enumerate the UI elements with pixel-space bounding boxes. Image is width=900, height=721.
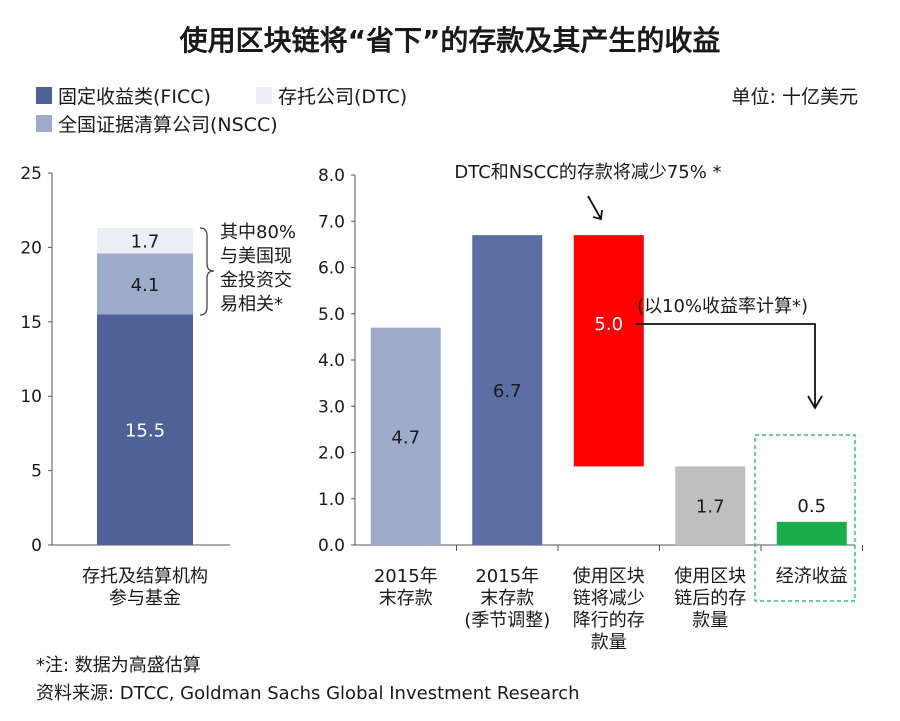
category-label: 使用区块 — [674, 566, 746, 587]
legend-label-dtc: 存托公司(DTC) — [278, 86, 407, 108]
bar-segment — [97, 228, 193, 254]
bar-segment — [97, 314, 193, 545]
data-label: 6.7 — [493, 381, 522, 402]
category-label: 链将减少 — [573, 588, 645, 609]
bar — [776, 521, 847, 545]
annotation-line-3: 金投资交 — [220, 270, 292, 291]
annotation-line-2: 与美国现 — [220, 246, 292, 267]
data-label: 4.7 — [391, 427, 420, 448]
y-tick-label: 5.0 — [318, 305, 345, 325]
legend-label-nscc: 全国证据清算公司(NSCC) — [58, 114, 278, 136]
category-label: 2015年 — [475, 566, 539, 587]
highlight-box — [754, 434, 856, 602]
category-label: 2015年 — [374, 566, 438, 587]
elbow-arrow-icon — [636, 323, 823, 410]
y-tick-label: 7.0 — [318, 212, 345, 232]
y-tick-label: 4.0 — [318, 351, 345, 371]
category-label: 款量 — [591, 632, 627, 653]
legend-swatch-ficc — [36, 87, 52, 104]
data-label: 15.5 — [125, 421, 165, 442]
category-label: 存托及结算机构 — [82, 566, 208, 587]
y-tick-label: 0.0 — [318, 536, 345, 556]
annotation-line-4: 易相关* — [220, 294, 283, 315]
y-tick-label: 3.0 — [318, 397, 345, 417]
reduction-annotation: DTC和NSCC的存款将减少75% * — [454, 162, 721, 183]
y-tick-label: 25 — [20, 164, 42, 184]
category-label: 链后的存 — [674, 588, 746, 609]
category-label: 使用区块 — [573, 566, 645, 587]
category-label: (季节调整) — [464, 610, 550, 631]
data-label: 1.7 — [696, 497, 725, 518]
y-tick-label: 1.0 — [318, 490, 345, 510]
bar — [675, 466, 746, 545]
bar — [573, 235, 644, 467]
right-chart: 0.01.02.03.04.05.06.07.08.04.72015年末存款6.… — [318, 166, 863, 653]
rate-annotation: (以10%收益率计算*) — [637, 296, 808, 317]
chart-title: 使用区块链将“省下”的存款及其产生的收益 — [179, 24, 721, 57]
category-label: 款量 — [692, 610, 728, 631]
data-label: 1.7 — [131, 232, 160, 253]
category-label: 末存款 — [480, 588, 534, 609]
legend-swatch-dtc — [256, 87, 272, 104]
y-tick-label: 2.0 — [318, 444, 345, 464]
y-tick-label: 6.0 — [318, 259, 345, 279]
source-note: 资料来源: DTCC, Goldman Sachs Global Investm… — [36, 683, 580, 704]
category-label: 经济收益 — [776, 566, 848, 587]
data-label: 4.1 — [131, 275, 160, 296]
bar — [370, 327, 441, 545]
bar-segment — [97, 253, 193, 315]
footnote: *注: 数据为高盛估算 — [36, 655, 201, 676]
category-label: 降行的存 — [573, 610, 645, 631]
y-tick-label: 15 — [20, 313, 42, 333]
annotation-line-1: 其中80% — [220, 222, 296, 243]
data-label: 5.0 — [594, 314, 623, 335]
category-label: 参与基金 — [109, 588, 181, 609]
y-tick-label: 8.0 — [318, 166, 345, 186]
y-tick-label: 0 — [31, 536, 42, 556]
data-label: 0.5 — [797, 496, 826, 517]
legend-label-ficc: 固定收益类(FICC) — [58, 86, 211, 108]
bar — [472, 235, 543, 545]
legend-swatch-nscc — [36, 115, 52, 132]
bracket — [199, 227, 215, 316]
y-tick-label: 10 — [20, 387, 42, 407]
unit-label: 单位: 十亿美元 — [732, 86, 858, 108]
y-tick-label: 20 — [20, 238, 42, 258]
category-label: 末存款 — [379, 588, 433, 609]
diagonal-arrow-icon — [587, 195, 603, 221]
y-tick-label: 5 — [31, 462, 42, 482]
